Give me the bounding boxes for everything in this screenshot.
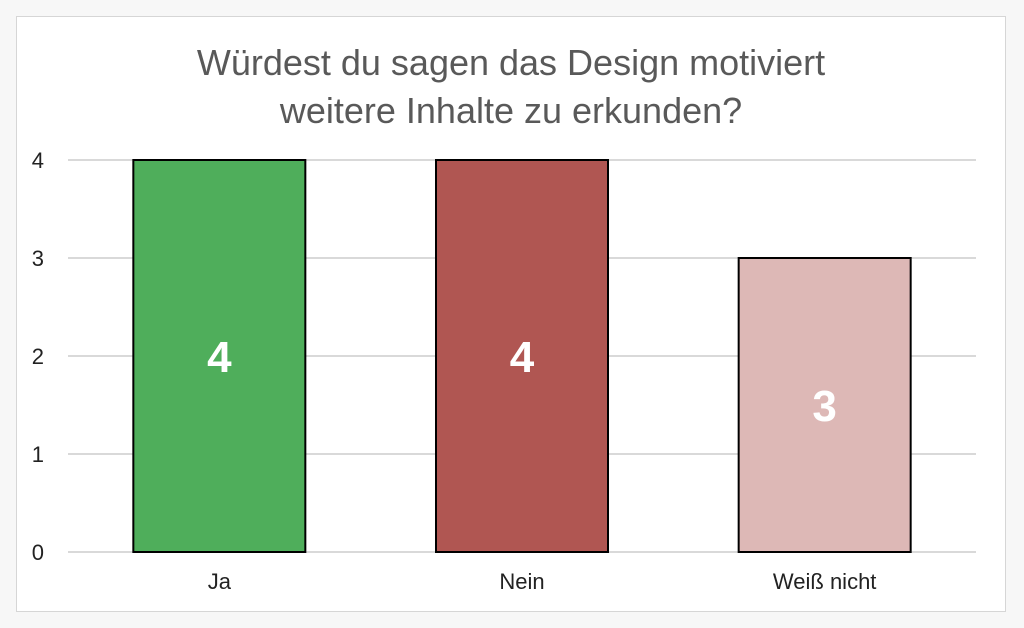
x-axis-categories: Ja Nein Weiß nicht	[208, 569, 877, 594]
y-tick-label: 1	[32, 442, 44, 467]
category-label: Weiß nicht	[773, 569, 877, 594]
bar-wei-nicht	[737, 257, 912, 553]
bar-ja	[132, 159, 307, 553]
bar-nein	[435, 159, 609, 553]
category-label: Ja	[208, 569, 232, 594]
chart-title-line-1: Würdest du sagen das Design motiviert	[196, 42, 826, 83]
y-tick-label: 0	[32, 540, 44, 565]
category-label: Nein	[499, 569, 544, 594]
data-label: 4	[207, 333, 232, 382]
y-tick-label: 3	[32, 246, 44, 271]
chart-title-line-2: weitere Inhalte zu erkunden?	[279, 90, 743, 131]
data-labels: 4 4 3	[207, 333, 837, 431]
y-tick-label: 2	[32, 344, 44, 369]
y-tick-label: 4	[32, 148, 44, 173]
chart-title: Würdest du sagen das Design motiviert we…	[17, 39, 1005, 135]
data-label: 3	[812, 382, 836, 431]
data-label: 4	[510, 333, 535, 382]
y-axis-ticks: 0 1 2 3 4	[32, 148, 44, 565]
bars	[132, 159, 912, 553]
